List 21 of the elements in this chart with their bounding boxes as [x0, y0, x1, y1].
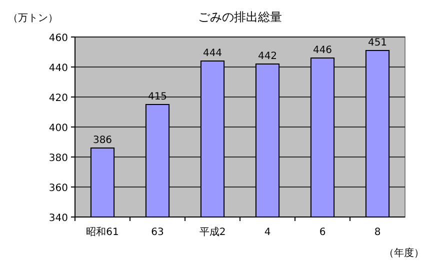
x-tick-label: 6	[319, 227, 326, 238]
data-label: 386	[92, 135, 112, 146]
chart-title: ごみの排出総量	[198, 10, 282, 24]
y-tick-label: 400	[48, 123, 68, 134]
data-label: 444	[202, 48, 222, 59]
x-tick-label: 昭和61	[86, 226, 119, 238]
x-tick-label: 4	[264, 227, 271, 238]
y-tick-label: 380	[48, 153, 68, 164]
x-tick-label: 63	[151, 227, 164, 238]
x-tick-label: 平成2	[199, 226, 226, 238]
y-tick-label: 460	[48, 33, 68, 44]
y-tick-label: 420	[48, 93, 68, 104]
y-tick-label: 360	[48, 183, 68, 194]
x-axis-title: （年度）	[384, 247, 424, 259]
data-label: 451	[368, 38, 388, 48]
data-label: 446	[312, 45, 332, 56]
y-tick-label: 340	[48, 213, 68, 224]
data-label: 442	[258, 51, 278, 62]
y-tick-label: 440	[48, 63, 68, 74]
y-axis-title: （万トン）	[8, 13, 58, 24]
x-tick-label: 8	[374, 227, 381, 238]
